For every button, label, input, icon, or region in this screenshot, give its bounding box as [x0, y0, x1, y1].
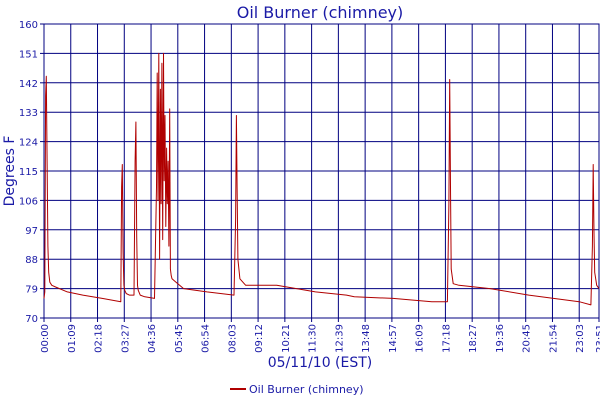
x-tick-label: 16:09	[415, 324, 426, 353]
series-line	[43, 52, 600, 306]
x-tick-label: 20:45	[522, 324, 533, 353]
x-tick-label: 08:03	[227, 324, 238, 353]
x-tick-label: 04:36	[147, 324, 158, 353]
y-tick-label: 97	[25, 226, 38, 237]
x-tick-label: 01:09	[67, 324, 78, 353]
x-tick-label: 00:00	[40, 324, 51, 353]
x-tick-label: 14:57	[388, 324, 399, 353]
x-tick-label: 09:12	[254, 324, 265, 353]
x-tick-label: 02:18	[94, 324, 105, 353]
x-tick-label: 17:18	[441, 324, 452, 353]
x-tick-label: 21:54	[548, 324, 559, 353]
x-tick-label: 06:54	[201, 324, 212, 353]
plot-area	[43, 23, 600, 319]
y-tick-label: 115	[19, 167, 38, 178]
y-tick-label: 106	[19, 196, 38, 207]
x-axis: 00:00 01:09 02:18 03:27 04:36 05:45 06:54 08:03…	[40, 318, 600, 353]
x-tick-label: 10:21	[281, 324, 292, 353]
series-layer	[43, 52, 600, 306]
y-tick-label: 142	[19, 79, 38, 90]
x-tick-label: 18:27	[468, 324, 479, 353]
legend-label: Oil Burner (chimney)	[249, 383, 364, 396]
y-tick-label: 124	[19, 138, 38, 149]
x-tick-label: 19:36	[495, 324, 506, 353]
x-tick-label: 05:45	[174, 324, 185, 353]
y-axis-label: Degrees F	[2, 136, 18, 207]
x-axis-label: 05/11/10 (EST)	[268, 355, 373, 371]
x-tick-label: 23:03	[575, 324, 586, 353]
legend: Oil Burner (chimney)	[230, 383, 364, 396]
y-tick-label: 160	[19, 20, 38, 31]
y-axis: 70 79 88 97 106 115 124 133 142 151 160	[19, 20, 44, 325]
x-tick-label: 23:51	[595, 324, 600, 353]
y-tick-label: 70	[25, 314, 38, 325]
chart-title: Oil Burner (chimney)	[237, 3, 404, 22]
x-tick-label: 03:27	[120, 324, 131, 353]
y-tick-label: 88	[25, 255, 38, 266]
y-tick-label: 133	[19, 108, 38, 119]
x-tick-label: 13:48	[361, 324, 372, 353]
y-tick-label: 79	[25, 285, 38, 296]
y-tick-label: 151	[19, 49, 38, 60]
x-tick-label: 11:30	[308, 324, 319, 353]
x-tick-label: 12:39	[334, 324, 345, 353]
